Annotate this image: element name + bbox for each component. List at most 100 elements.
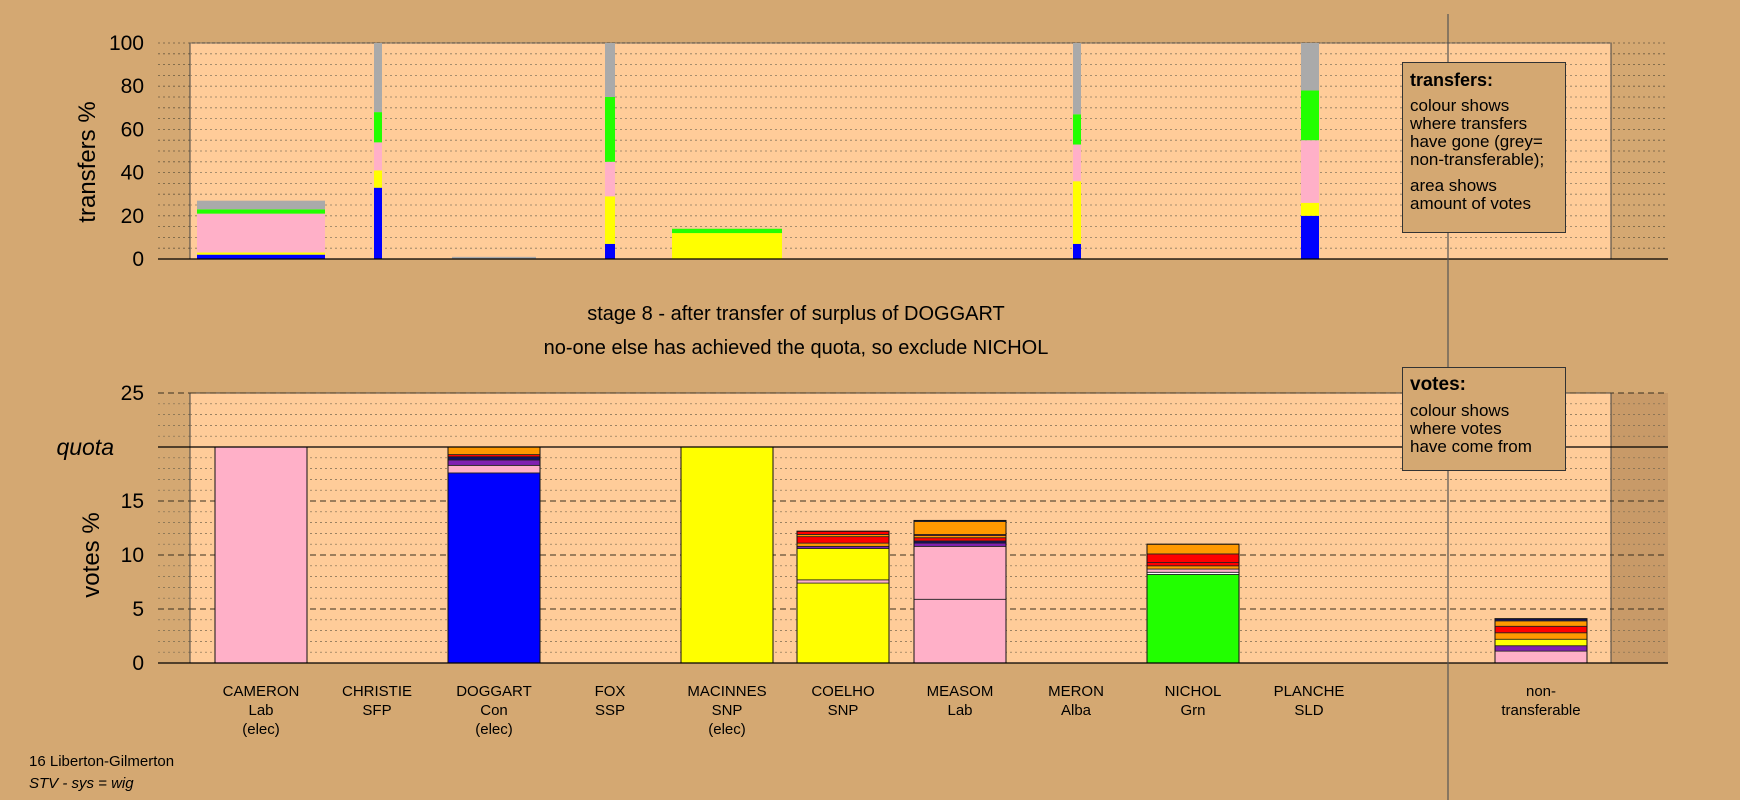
candidate-label-fox: SSP <box>595 702 625 719</box>
votes-legend-line: colour shows <box>1410 401 1510 420</box>
ward-name: 16 Liberton-Gilmerton <box>29 753 174 770</box>
votes-y-tick-label: 15 <box>121 490 144 513</box>
candidate-label-cameron: Lab <box>248 702 273 719</box>
votes-bar-segment-non-transferable <box>1494 632 1588 640</box>
transfers-bar-segment-cameron <box>197 209 325 214</box>
transfers-legend-box: transfers: colour shows where transfers … <box>1402 62 1566 233</box>
candidate-label-macinnes: SNP <box>712 702 743 719</box>
transfers-bar-segment-macinnes <box>672 233 782 259</box>
votes-bar-segment-non-transferable <box>1494 620 1588 627</box>
transfers-bar-segment-meron <box>1073 114 1081 145</box>
votes-bar-segment-coelho <box>796 579 890 584</box>
votes-bar-segment-non-transferable <box>1494 650 1588 664</box>
transfers-legend-line: where transfers <box>1410 114 1528 133</box>
transfers-y-label: transfers % <box>74 101 101 222</box>
transfers-bar-segment-planche <box>1301 90 1319 141</box>
candidate-label-macinnes: (elec) <box>708 721 746 738</box>
candidate-label-coelho: COELHO <box>811 683 874 700</box>
votes-y-tick-label: 25 <box>121 382 144 405</box>
votes-bar-segment-measom <box>913 598 1007 664</box>
candidate-label-coelho: SNP <box>828 702 859 719</box>
candidate-label-measom: Lab <box>947 702 972 719</box>
votes-bar-segment-measom <box>913 537 1007 542</box>
voting-system: STV - sys = wig <box>29 775 134 792</box>
transfers-legend-line: have gone (grey= <box>1410 132 1543 151</box>
candidate-label-measom: MEASOM <box>927 683 994 700</box>
transfers-bar-segment-meron <box>1073 43 1081 115</box>
candidate-label-christie: SFP <box>362 702 391 719</box>
transfers-y-tick-label: 40 <box>121 162 144 185</box>
transfers-legend-line: amount of votes <box>1410 194 1531 213</box>
votes-legend-heading: votes: <box>1410 374 1466 395</box>
votes-plot-area <box>189 392 1612 664</box>
transfers-y-tick-label: 0 <box>132 248 144 271</box>
candidate-label-cameron: CAMERON <box>223 683 300 700</box>
transfers-bar-segment-meron <box>1073 144 1081 182</box>
transfers-bar-segment-christie <box>374 170 382 188</box>
transfers-bar-segment-planche <box>1301 202 1319 216</box>
nontransferable-label-line2: transferable <box>1501 702 1580 719</box>
votes-y-label: votes % <box>78 512 105 597</box>
transfers-y-tick-label: 60 <box>121 118 144 141</box>
candidate-label-nichol: NICHOL <box>1165 683 1222 700</box>
votes-bar-segment-doggart <box>447 446 541 455</box>
transfers-legend-line: non-transferable); <box>1410 150 1545 169</box>
votes-legend-box: votes: colour shows where votes have com… <box>1402 367 1566 471</box>
votes-bar-segment-nichol <box>1146 553 1240 563</box>
votes-bar-segment-measom <box>913 545 1007 600</box>
candidate-label-doggart: (elec) <box>475 721 513 738</box>
votes-bar-segment-nichol <box>1146 568 1240 573</box>
votes-bar-segment-doggart <box>447 459 541 466</box>
transfers-y-tick-label: 80 <box>121 75 144 98</box>
transfers-bar-segment-christie <box>374 43 382 113</box>
votes-bar-segment-doggart <box>447 472 541 664</box>
candidate-label-planche: SLD <box>1294 702 1323 719</box>
transfers-y-tick-label: 100 <box>109 32 144 55</box>
votes-bar-segment-non-transferable <box>1494 625 1588 634</box>
transfers-bar-segment-cameron <box>197 213 325 253</box>
transfers-bar-segment-fox <box>605 97 615 162</box>
votes-y-tick-label: 5 <box>132 598 144 621</box>
candidate-label-fox: FOX <box>595 683 626 700</box>
transfers-bar-segment-cameron <box>197 254 325 259</box>
votes-bar-segment-coelho <box>796 536 890 544</box>
transfers-y-tick-label: 20 <box>121 205 144 228</box>
transfers-legend-heading: transfers: <box>1410 70 1494 90</box>
candidate-label-planche: PLANCHE <box>1274 683 1345 700</box>
votes-y-tick-label: 0 <box>132 652 144 675</box>
votes-bar-segment-nichol <box>1146 562 1240 567</box>
votes-bar-segment-coelho <box>796 548 890 581</box>
transfers-bar-segment-doggart <box>452 256 536 259</box>
transfers-bars <box>197 43 1319 259</box>
votes-bar-segment-non-transferable <box>1494 645 1588 652</box>
candidate-label-nichol: Grn <box>1180 702 1205 719</box>
nontransferable-label-line1: non- <box>1526 683 1556 700</box>
transfers-bar-segment-christie <box>374 112 382 143</box>
candidate-label-cameron: (elec) <box>242 721 280 738</box>
transfers-bar-segment-planche <box>1301 140 1319 203</box>
transfers-bar-segment-fox <box>605 161 615 197</box>
votes-bar-segment-measom <box>913 521 1007 535</box>
transfers-bar-segment-fox <box>605 243 615 259</box>
candidate-label-doggart: Con <box>480 702 508 719</box>
transfers-gridlines-inner <box>190 42 1611 260</box>
votes-bar-segment-nichol <box>1146 543 1240 555</box>
candidate-label-macinnes: MACINNES <box>687 683 766 700</box>
candidate-label-meron: Alba <box>1061 702 1092 719</box>
candidate-label-meron: MERON <box>1048 683 1104 700</box>
transfers-bar-segment-planche <box>1301 215 1319 259</box>
votes-bars <box>214 446 1588 664</box>
transfers-legend-line: area shows <box>1410 176 1497 195</box>
transfers-bar-segment-cameron <box>197 252 325 255</box>
transfers-bar-segment-fox <box>605 196 615 244</box>
votes-bar-segment-coelho <box>796 542 890 547</box>
transfers-bar-segment-planche <box>1301 43 1319 91</box>
votes-bar-segment-non-transferable <box>1494 638 1588 647</box>
votes-legend-line: where votes <box>1410 419 1502 438</box>
votes-bar-segment-nichol <box>1146 565 1240 570</box>
transfers-bar-segment-macinnes <box>672 228 782 234</box>
votes-bar-segment-coelho <box>796 582 890 664</box>
votes-legend-line: have come from <box>1410 437 1532 456</box>
votes-bar-segment-macinnes <box>680 446 774 664</box>
